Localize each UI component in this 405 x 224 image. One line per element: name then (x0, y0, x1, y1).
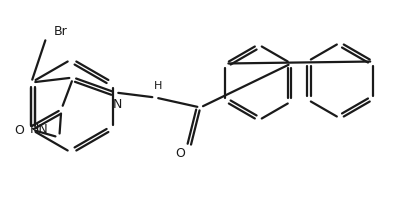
Text: Br: Br (53, 25, 67, 38)
Text: N: N (112, 98, 122, 111)
Text: HN: HN (30, 123, 49, 136)
Text: O: O (14, 124, 24, 137)
Text: H: H (154, 80, 162, 90)
Text: O: O (175, 147, 185, 160)
